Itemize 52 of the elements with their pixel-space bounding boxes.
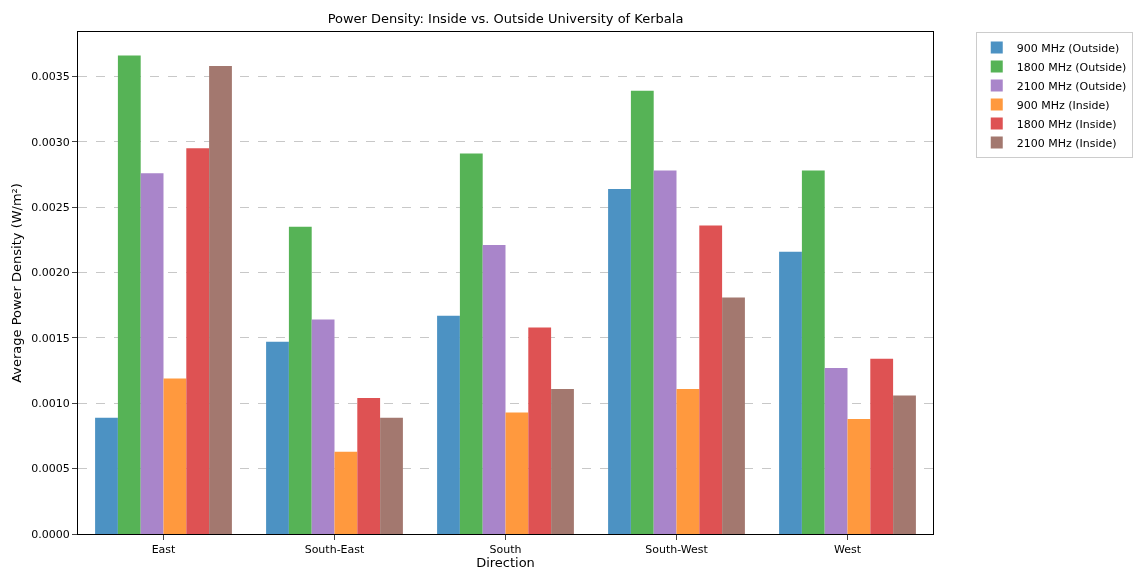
bar (608, 188, 631, 534)
bar (482, 245, 506, 534)
x-axis-title: Direction (476, 555, 535, 570)
bar (459, 153, 483, 534)
y-tick-label: 0.0015 (31, 331, 70, 345)
y-axis-title: Average Power Density (W/m²) (9, 183, 25, 383)
bar (505, 412, 529, 534)
bar (437, 315, 460, 534)
bar (801, 170, 825, 534)
y-tick-label: 0.0025 (31, 201, 70, 215)
bar (847, 418, 871, 534)
bar (722, 297, 745, 534)
bar (163, 378, 187, 534)
y-tick-label: 0.0000 (31, 527, 70, 541)
bar (266, 341, 289, 534)
legend-label: 2100 MHz (Outside) (1016, 79, 1127, 93)
x-tick-label: South-East (304, 543, 366, 557)
legend-label: 900 MHz (Inside) (1016, 98, 1110, 112)
bar (186, 148, 210, 534)
bar (779, 251, 802, 534)
bar (528, 327, 552, 534)
legend-label: 2100 MHz (Inside) (1016, 136, 1117, 150)
bar (357, 398, 381, 534)
bar (334, 451, 358, 534)
bar (209, 65, 232, 534)
y-tick-label: 0.0035 (31, 70, 70, 84)
x-tick-label: West (833, 543, 862, 557)
bar (95, 417, 118, 534)
x-tick-label: East (151, 543, 177, 557)
y-tick-label: 0.0010 (31, 397, 70, 411)
bar (288, 226, 312, 534)
bar (551, 388, 574, 534)
bar (699, 225, 723, 534)
x-tick-label: South-West (645, 543, 709, 557)
y-tick-label: 0.0005 (31, 462, 70, 476)
bar (870, 358, 894, 534)
legend-label: 900 MHz (Outside) (1016, 41, 1120, 55)
bar (311, 319, 335, 534)
bar (630, 90, 654, 534)
legend-label: 1800 MHz (Outside) (1016, 60, 1127, 74)
bar (140, 173, 164, 534)
y-tick-label: 0.0030 (31, 135, 70, 149)
y-tick-label: 0.0020 (31, 266, 70, 280)
x-tick-label: South (489, 543, 522, 557)
bar (893, 395, 916, 534)
chart-title: Power Density: Inside vs. Outside University of Kerbala (327, 11, 684, 27)
bar (676, 388, 700, 534)
bar (380, 417, 403, 534)
bar (653, 170, 677, 534)
bar (117, 55, 141, 534)
legend-label: 1800 MHz (Inside) (1016, 117, 1117, 131)
bar (824, 367, 848, 534)
